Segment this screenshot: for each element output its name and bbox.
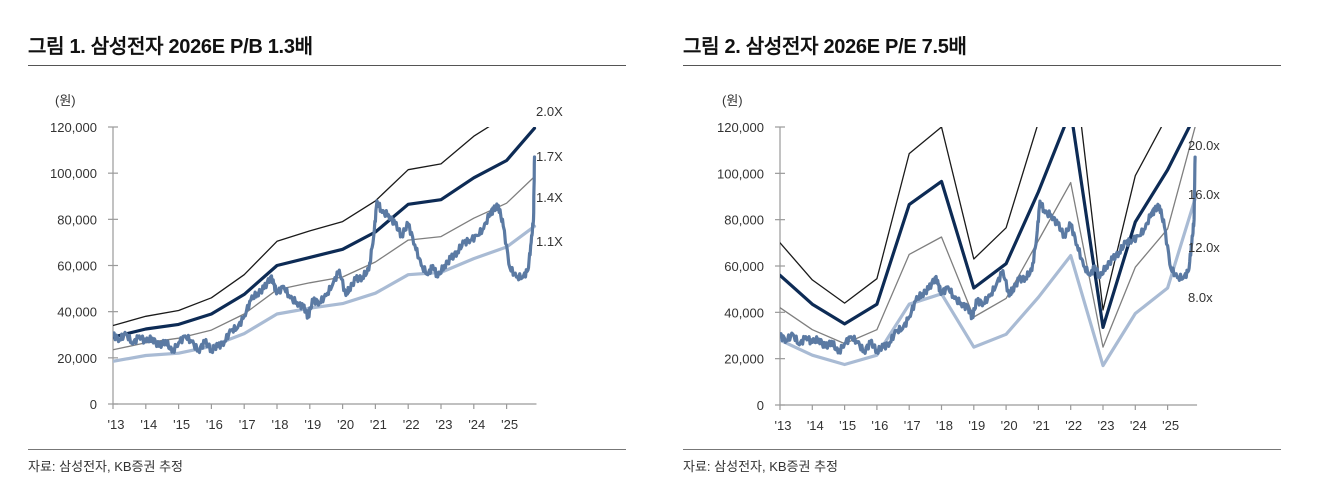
pe-band-chart: (원) 0 20,000 40,000 60,000 80,000 100,000 120,0…	[717, 93, 1220, 433]
y-tick-label: 120,000	[717, 120, 764, 135]
y-tick-label: 40,000	[57, 305, 97, 320]
series-line-share-price	[780, 155, 1197, 355]
series-line-2.0X	[113, 127, 490, 327]
x-tick-label: '16	[871, 418, 888, 433]
x-tick-label: '23	[436, 417, 453, 432]
y-tick-label: 100,000	[717, 166, 764, 181]
band-label: 16.0x	[1188, 187, 1220, 202]
x-tick-label: '16	[206, 417, 223, 432]
band-label: 1.4X	[536, 190, 563, 205]
title-divider	[28, 65, 626, 66]
y-axis-unit-label: (원)	[55, 93, 76, 108]
source-note: 자료: 삼성전자, KB증권 추정	[28, 459, 184, 474]
series-line-20.0x	[780, 127, 1163, 311]
x-tick-label: '21	[370, 417, 387, 432]
figure-1-panel: 그림 1. 삼성전자 2026E P/B 1.3배 (원) 0 20,000 40,0…	[28, 0, 628, 501]
y-tick-label: 20,000	[724, 352, 764, 367]
band-label: 2.0X	[536, 104, 563, 119]
x-tick-label: '17	[239, 417, 256, 432]
figure-title: 그림 1. 삼성전자 2026E P/B 1.3배	[28, 36, 313, 58]
y-axis-unit-label: (원)	[722, 93, 743, 108]
x-tick-label: '18	[272, 417, 289, 432]
y-tick-label: 120,000	[50, 120, 97, 135]
band-label: 1.7X	[536, 149, 563, 164]
x-tick-label: '14	[140, 417, 157, 432]
series-line-share-price	[113, 155, 537, 355]
x-tick-label: '15	[839, 418, 856, 433]
x-tick-label: '20	[1001, 418, 1018, 433]
series-line-8.0x	[780, 197, 1197, 368]
y-tick-label: 20,000	[57, 351, 97, 366]
y-tick-label: 80,000	[724, 213, 764, 228]
x-tick-label: '25	[1162, 418, 1179, 433]
x-tick-label: '23	[1098, 418, 1115, 433]
y-tick-label: 40,000	[724, 305, 764, 320]
x-tick-label: '15	[173, 417, 190, 432]
figure-2-panel: 그림 2. 삼성전자 2026E P/E 7.5배 (원) 0 20,000 40,0…	[683, 0, 1283, 501]
x-tick-label: '24	[1130, 418, 1147, 433]
source-note: 자료: 삼성전자, KB증권 추정	[683, 459, 839, 474]
y-tick-label: 60,000	[57, 259, 97, 274]
y-tick-label: 60,000	[724, 259, 764, 274]
x-tick-label: '25	[501, 417, 518, 432]
x-tick-label: '19	[304, 417, 321, 432]
band-label: 1.1X	[536, 234, 563, 249]
x-tick-label: '13	[108, 417, 125, 432]
y-tick-label: 0	[90, 397, 97, 412]
title-divider	[683, 65, 1281, 66]
figure-title: 그림 2. 삼성전자 2026E P/E 7.5배	[683, 36, 967, 58]
band-label: 20.0x	[1188, 138, 1220, 153]
x-tick-label: '21	[1033, 418, 1050, 433]
x-tick-label: '19	[968, 418, 985, 433]
x-tick-label: '24	[468, 417, 485, 432]
source-divider	[683, 449, 1281, 450]
band-label: 8.0x	[1188, 290, 1213, 305]
band-label: 12.0x	[1188, 240, 1220, 255]
x-tick-label: '22	[1065, 418, 1082, 433]
series-line-12.0x	[780, 127, 1196, 348]
source-divider	[28, 449, 626, 450]
y-tick-label: 80,000	[57, 212, 97, 227]
x-tick-label: '20	[337, 417, 354, 432]
pb-band-chart: (원) 0 20,000 40,000 60,000 80,000 100,000 120,0…	[50, 93, 563, 432]
x-tick-label: '22	[403, 417, 420, 432]
series-line-1.7X	[113, 127, 537, 339]
x-tick-label: '13	[775, 418, 792, 433]
y-tick-label: 100,000	[50, 166, 97, 181]
series-line-1.1X	[113, 224, 537, 363]
x-tick-label: '18	[936, 418, 953, 433]
x-tick-label: '17	[904, 418, 921, 433]
y-tick-label: 0	[757, 398, 764, 413]
x-tick-label: '14	[807, 418, 824, 433]
